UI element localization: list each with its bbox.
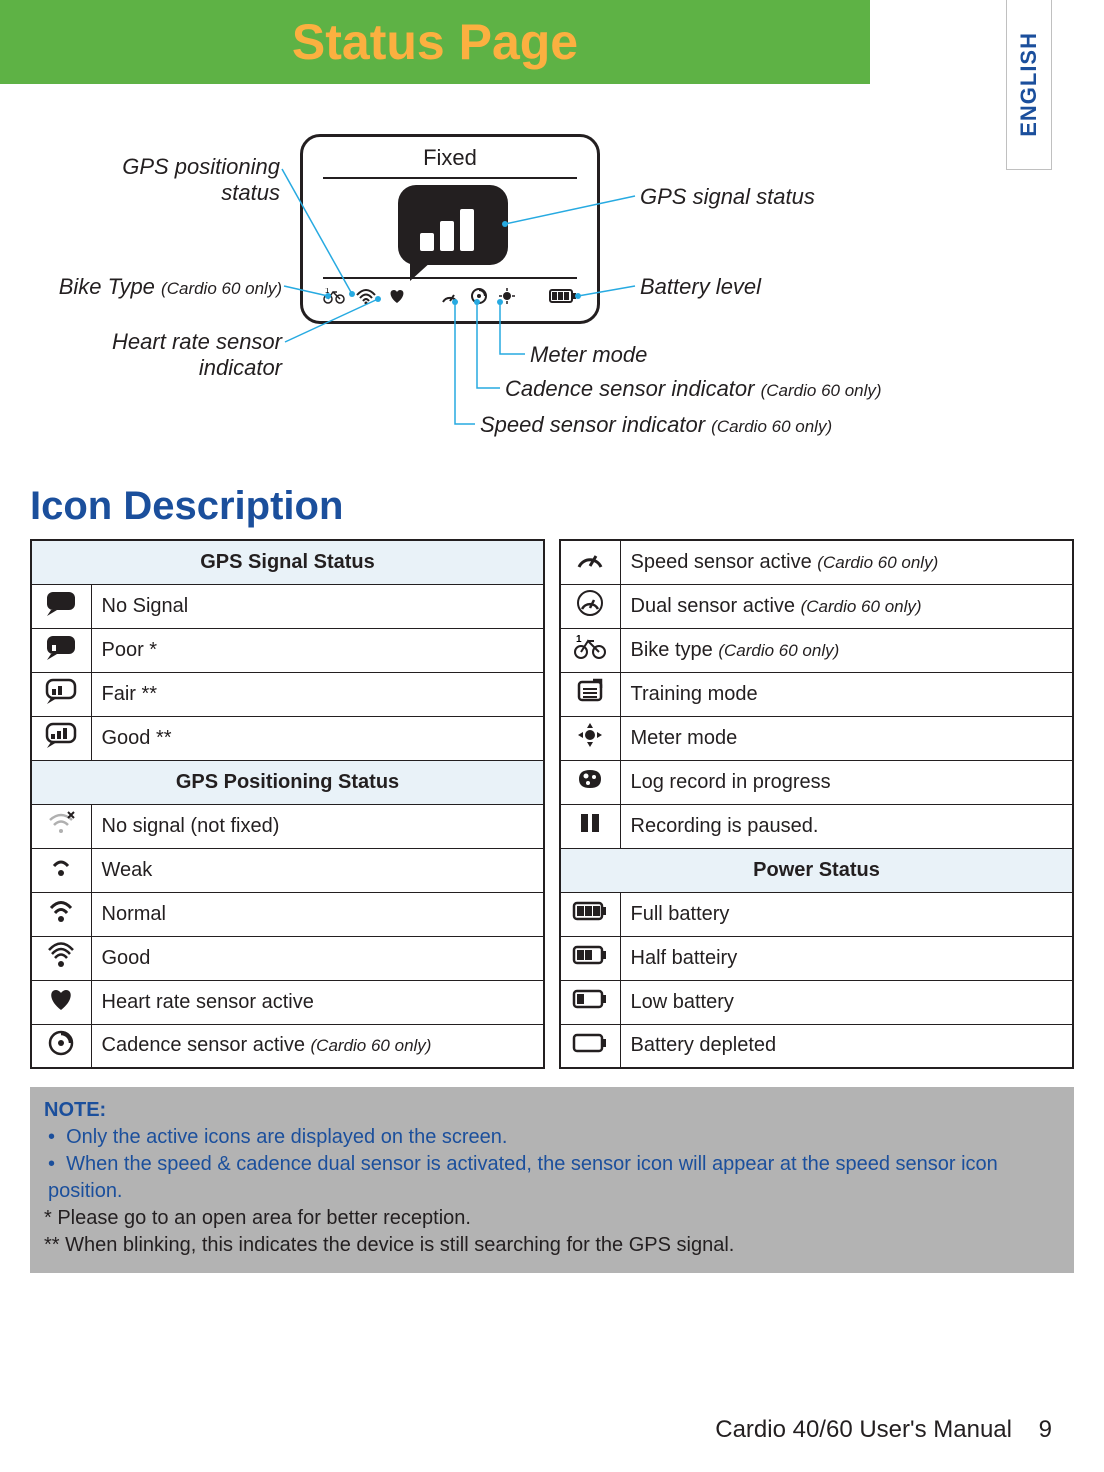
- fixed-label: Fixed: [423, 145, 477, 171]
- page-title: Status Page: [292, 13, 578, 71]
- log-record-icon: [575, 766, 605, 792]
- good-pos-icon: [46, 941, 76, 969]
- status-diagram: Fixed 1 GPS positioningstatus Bike: [0, 84, 1104, 474]
- table-row: Low battery: [560, 980, 1073, 1024]
- fair-signal-icon: [43, 677, 79, 705]
- speed-active-icon: [575, 547, 605, 571]
- note-bullet-2: • When the speed & cadence dual sensor i…: [44, 1151, 1060, 1205]
- manual-title: Cardio 40/60 User's Manual: [715, 1416, 1012, 1443]
- page-header: Status Page: [0, 0, 870, 84]
- left-table: GPS Signal Status No Signal Poor * Fair …: [30, 539, 545, 1069]
- bike-icon: 1: [323, 288, 345, 304]
- heart-icon: [387, 287, 407, 305]
- table-row: Full battery: [560, 892, 1073, 936]
- cadence-icon: [470, 287, 488, 305]
- note-footnote-2: ** When blinking, this indicates the dev…: [44, 1232, 1060, 1259]
- no-signal-icon: [43, 589, 79, 617]
- table-row: No signal (not fixed): [31, 804, 544, 848]
- weak-pos-icon: [46, 854, 76, 880]
- training-mode-icon: [575, 678, 605, 704]
- section-heading: Icon Description: [30, 484, 1104, 529]
- meter-icon: [498, 287, 516, 305]
- table-row: No Signal: [31, 584, 544, 628]
- table-row: Cadence sensor active (Cardio 60 only): [31, 1024, 544, 1068]
- depleted-battery-icon: [572, 1032, 608, 1054]
- callout-speed: Speed sensor indicator (Cardio 60 only): [480, 412, 832, 438]
- callout-gps-signal: GPS signal status: [640, 184, 815, 210]
- cadence-active-icon: [47, 1029, 75, 1057]
- table-row: Normal: [31, 892, 544, 936]
- table-row: Poor *: [31, 628, 544, 672]
- table-row: 1Bike type (Cardio 60 only): [560, 628, 1073, 672]
- table-row: Weak: [31, 848, 544, 892]
- table-row: Good: [31, 936, 544, 980]
- table-row: Meter mode: [560, 716, 1073, 760]
- table-row: Training mode: [560, 672, 1073, 716]
- callout-meter-mode: Meter mode: [530, 342, 647, 368]
- svg-text:1: 1: [576, 635, 582, 645]
- callout-cadence: Cadence sensor indicator (Cardio 60 only…: [505, 376, 882, 402]
- device-icon-row: 1: [323, 287, 577, 305]
- poor-signal-icon: [43, 633, 79, 661]
- table-row: Good **: [31, 716, 544, 760]
- svg-text:1: 1: [325, 288, 330, 295]
- wifi-icon: [355, 287, 377, 305]
- note-title: NOTE:: [44, 1097, 1060, 1124]
- table-row: Log record in progress: [560, 760, 1073, 804]
- low-battery-icon: [572, 988, 608, 1010]
- callout-bike-type: Bike Type (Cardio 60 only): [20, 274, 282, 300]
- table-row: Battery depleted: [560, 1024, 1073, 1068]
- meter-mode-icon: [576, 721, 604, 749]
- device-screen: Fixed 1: [300, 134, 600, 324]
- callout-heart-rate: Heart rate sensorindicator: [100, 329, 282, 381]
- half-battery-icon: [572, 944, 608, 966]
- table-row: Recording is paused.: [560, 804, 1073, 848]
- pause-icon: [577, 811, 603, 835]
- full-battery-icon: [572, 900, 608, 922]
- normal-pos-icon: [46, 898, 76, 924]
- note-footnote-1: * Please go to an open area for better r…: [44, 1205, 1060, 1232]
- note-box: NOTE: • Only the active icons are displa…: [30, 1087, 1074, 1273]
- table-row: Dual sensor active (Cardio 60 only): [560, 584, 1073, 628]
- callout-gps-positioning: GPS positioningstatus: [80, 154, 280, 206]
- gps-signal-header: GPS Signal Status: [31, 540, 544, 584]
- battery-icon: [549, 288, 577, 304]
- table-row: Half batteiry: [560, 936, 1073, 980]
- heart-active-icon: [46, 986, 76, 1012]
- dual-sensor-icon: [574, 589, 606, 617]
- good-signal-icon: [43, 721, 79, 749]
- table-row: Heart rate sensor active: [31, 980, 544, 1024]
- power-status-header: Power Status: [560, 848, 1073, 892]
- table-row: Speed sensor active (Cardio 60 only): [560, 540, 1073, 584]
- gps-pos-header: GPS Positioning Status: [31, 760, 544, 804]
- signal-bubble-icon: [398, 185, 508, 265]
- callout-battery: Battery level: [640, 274, 761, 300]
- no-fix-icon: [46, 810, 76, 836]
- right-table: Speed sensor active (Cardio 60 only) Dua…: [559, 539, 1074, 1069]
- table-row: Fair **: [31, 672, 544, 716]
- page-footer: Cardio 40/60 User's Manual 9: [715, 1416, 1052, 1444]
- page-number: 9: [1039, 1416, 1052, 1443]
- icon-tables: GPS Signal Status No Signal Poor * Fair …: [0, 539, 1104, 1069]
- bike-type-icon: 1: [573, 635, 607, 659]
- note-bullet-1: • Only the active icons are displayed on…: [44, 1124, 1060, 1151]
- speed-icon: [440, 287, 460, 305]
